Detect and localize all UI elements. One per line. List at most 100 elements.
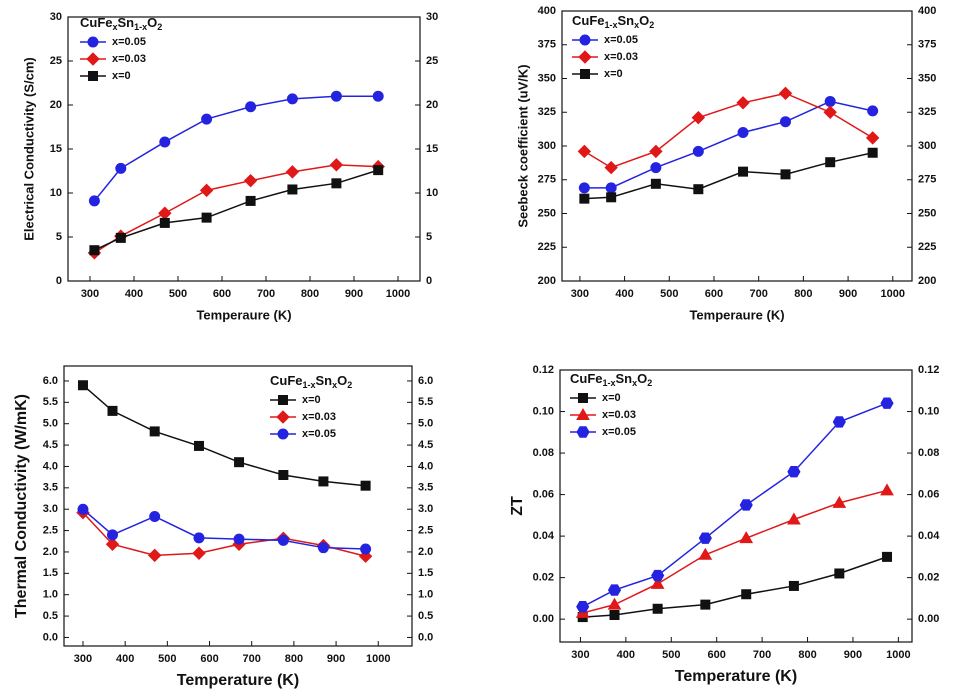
- marker: [329, 158, 344, 172]
- marker: [318, 476, 329, 487]
- y-tick-label: 0.10: [533, 405, 554, 417]
- x-tick-label: 900: [327, 653, 345, 665]
- x-tick-label: 900: [345, 288, 363, 300]
- marker: [698, 532, 712, 544]
- x-tick-label: 800: [301, 288, 319, 300]
- x-tick-label: 1000: [881, 288, 905, 300]
- marker: [105, 537, 120, 551]
- legend-title-subscript: x: [332, 380, 337, 390]
- marker: [233, 533, 245, 545]
- series-line: [582, 556, 888, 618]
- x-tick-label: 700: [257, 288, 275, 300]
- marker: [360, 480, 371, 491]
- marker: [609, 610, 620, 621]
- y-tick-label-right: 6.0: [418, 375, 433, 387]
- x-tick-label: 300: [81, 288, 99, 300]
- marker: [245, 195, 256, 206]
- x-tick-label: 900: [839, 288, 857, 300]
- marker: [779, 116, 791, 128]
- series-line: [583, 92, 874, 169]
- legend-label: x=0.05: [112, 36, 146, 48]
- legend-label: x=0.05: [302, 428, 336, 440]
- y-tick-label: 0.00: [533, 613, 554, 625]
- panel: 300 400 500 600 700 800 900 1000 0.00 0.00 0.02 0.0…: [509, 364, 940, 685]
- x-tick-label: 1000: [886, 649, 910, 661]
- marker: [882, 551, 893, 562]
- x-tick-label: 600: [708, 649, 726, 661]
- marker: [88, 71, 98, 81]
- y-tick-label: 5.5: [43, 396, 58, 408]
- legend-title-part: CuFe: [572, 13, 605, 28]
- marker: [158, 206, 172, 220]
- marker: [192, 546, 206, 560]
- legend-title-part: Sn: [616, 371, 633, 386]
- series-line: [584, 100, 873, 189]
- marker: [579, 34, 591, 46]
- marker: [243, 173, 258, 188]
- marker: [578, 393, 588, 403]
- marker: [737, 127, 749, 138]
- marker: [736, 96, 750, 110]
- marker: [331, 178, 342, 189]
- y-tick-label-right: 275: [918, 174, 936, 186]
- series-line: [93, 164, 379, 254]
- marker: [739, 531, 754, 544]
- y-tick-label: 25: [50, 55, 62, 67]
- plot-frame: [559, 369, 913, 643]
- y-tick-label-right: 200: [918, 275, 936, 287]
- legend-title-subscript: 2: [157, 22, 162, 32]
- marker: [650, 576, 665, 589]
- marker: [700, 599, 711, 610]
- y-tick-label: 4.0: [43, 460, 58, 472]
- y-tick-label: 1.0: [43, 589, 58, 601]
- x-axis-label: Temperature (K): [177, 672, 299, 689]
- marker: [159, 136, 171, 148]
- legend-label: x=0.03: [302, 411, 336, 423]
- x-tick-label: 1000: [366, 653, 390, 665]
- marker: [780, 169, 791, 180]
- y-tick-label: 250: [538, 207, 556, 219]
- y-tick-label: 325: [538, 106, 556, 118]
- x-tick-label: 400: [615, 288, 633, 300]
- marker: [107, 405, 118, 416]
- marker: [865, 131, 880, 145]
- marker: [278, 470, 289, 481]
- y-tick-label: 0.06: [533, 488, 554, 500]
- marker: [606, 192, 617, 203]
- marker: [317, 542, 329, 554]
- legend-title-subscript: 2: [649, 20, 654, 30]
- legend-label: x=0: [602, 392, 621, 404]
- y-tick-label: 0.04: [533, 530, 555, 542]
- y-tick-label-right: 1.5: [418, 567, 433, 579]
- marker: [607, 597, 622, 610]
- x-tick-label: 700: [753, 649, 771, 661]
- y-tick-label-right: 5.0: [418, 418, 433, 430]
- y-tick-label: 3.5: [43, 482, 58, 494]
- y-tick-label: 225: [538, 241, 556, 253]
- y-tick-label-right: 0.5: [418, 610, 433, 622]
- marker: [578, 182, 590, 194]
- legend-title-subscript: 2: [347, 380, 352, 390]
- series-line: [94, 169, 379, 251]
- legend-title-part: O: [147, 15, 157, 30]
- x-tick-label: 800: [285, 653, 303, 665]
- x-axis-label: Temperature (K): [675, 668, 797, 685]
- y-tick-label-right: 0.10: [918, 405, 939, 417]
- marker: [576, 407, 590, 420]
- marker: [741, 589, 752, 600]
- marker: [652, 603, 663, 614]
- y-tick-label: 0: [56, 275, 62, 287]
- y-tick-label-right: 0.02: [918, 572, 939, 584]
- y-tick-label: 0.02: [533, 572, 554, 584]
- legend-title-part: CuFe: [270, 373, 303, 388]
- legend-title-part: Sn: [618, 13, 635, 28]
- marker: [372, 90, 384, 102]
- marker: [201, 113, 213, 125]
- series-line: [93, 95, 379, 202]
- x-tick-label: 600: [705, 288, 723, 300]
- x-tick-label: 400: [116, 653, 134, 665]
- y-tick-label-right: 3.0: [418, 503, 433, 515]
- legend-label: x=0.05: [602, 426, 636, 438]
- y-tick-label: 2.0: [43, 546, 58, 558]
